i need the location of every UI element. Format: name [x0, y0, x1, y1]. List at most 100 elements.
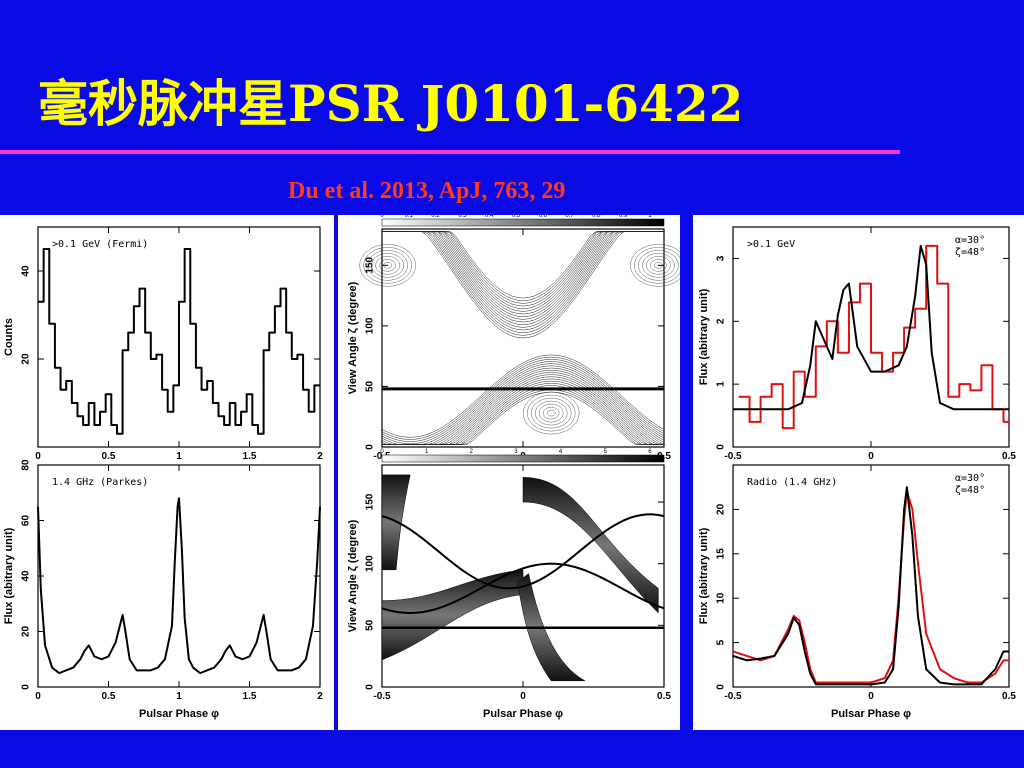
contour-core [538, 403, 564, 423]
contour-upper [382, 231, 664, 301]
contour-core [359, 244, 416, 287]
colorbar-tick: 0.3 [458, 215, 467, 219]
contour-upper [382, 231, 664, 331]
contour-core [383, 262, 392, 269]
left-figure-panel: 0 0.5 1 1.5 2 20 40 Counts >0.1 GeV (Fermi) 0 0.5… [0, 215, 334, 730]
colorbar-tick: 1 [648, 215, 652, 219]
y-tick-label: 40 [21, 570, 32, 582]
colorbar-tick: 4 [559, 449, 563, 455]
contour-lower [381, 365, 665, 445]
x-tick-label: -0.5 [373, 691, 391, 702]
x-tick-label: 0.5 [1002, 451, 1016, 462]
y-tick-label: 100 [365, 317, 376, 334]
colorbar [381, 454, 665, 463]
contour-core [379, 259, 396, 272]
contour-core [654, 262, 663, 269]
chart-left-top: 0 0.5 1 1.5 2 20 40 Counts >0.1 GeV (Fermi) [3, 226, 323, 462]
colorbar-tick: 0.9 [619, 215, 628, 219]
colorbar-tick: 0.2 [431, 215, 440, 219]
contour-upper [382, 231, 664, 304]
contour-core [367, 250, 408, 281]
band-upper-right [522, 477, 659, 614]
contour-core [642, 253, 675, 278]
plot-annotation: 1.4 GHz (Parkes) [52, 477, 148, 488]
y-axis-label: View Angle ζ (degree) [347, 281, 359, 394]
series-line-1 [733, 244, 1009, 411]
contour-upper [382, 231, 664, 325]
colorbar-tick: 0 [380, 449, 384, 455]
colorbar-tick: 1 [425, 449, 429, 455]
x-axis-label: Pulsar Phase φ [831, 708, 911, 720]
x-tick-label: 1.5 [243, 691, 257, 702]
contour-core [363, 247, 412, 284]
contour-upper [382, 231, 664, 307]
contour-upper [382, 231, 664, 328]
contour-lower [382, 372, 665, 445]
band-lower-left [381, 569, 524, 661]
contour-core [371, 253, 404, 278]
contour-lower [382, 385, 664, 445]
y-tick-label: 50 [365, 619, 376, 631]
x-tick-label: 2 [317, 451, 323, 462]
model-parameter: α=30° [955, 473, 985, 484]
x-tick-label: 1.5 [243, 451, 257, 462]
colorbar-tick: 0.7 [565, 215, 574, 219]
plot-annotation: >0.1 GeV (Fermi) [52, 239, 148, 250]
contour-upper [382, 231, 664, 317]
y-tick-label: 80 [21, 459, 32, 471]
model-parameter: ζ=48° [955, 485, 985, 496]
x-tick-label: 0 [868, 451, 874, 462]
y-tick-label: 40 [21, 265, 32, 277]
x-tick-label: 0.5 [657, 691, 671, 702]
contour-core [546, 409, 556, 417]
contour-upper [382, 231, 664, 339]
x-tick-label: 1 [176, 691, 182, 702]
contour-upper [382, 231, 664, 315]
contour-upper [382, 231, 664, 309]
x-tick-label: 0.5 [1002, 691, 1016, 702]
plot-frame [732, 464, 1010, 688]
contour-core [534, 400, 568, 426]
contour-core [542, 406, 560, 420]
outline-curve [381, 513, 665, 590]
x-tick-label: -0.5 [724, 451, 742, 462]
y-axis-label: View Angle ζ (degree) [347, 519, 359, 632]
series-line-0 [738, 244, 1009, 430]
series-line-0 [37, 497, 321, 675]
contour-core [650, 259, 667, 272]
y-tick-label: 0 [716, 684, 727, 690]
x-axis-label: Pulsar Phase φ [139, 708, 219, 720]
model-parameter: α=30° [955, 235, 985, 246]
x-tick-label: 0.5 [102, 691, 116, 702]
plot-annotation: Radio (1.4 GHz) [747, 477, 837, 488]
emission-contours [359, 231, 687, 445]
x-tick-label: 0 [520, 691, 526, 702]
axes-left-top: 0 0.5 1 1.5 2 20 40 Counts >0.1 GeV (Fermi) [3, 226, 323, 462]
y-tick-label: 20 [21, 353, 32, 365]
contour-upper [382, 231, 664, 336]
contour-core [375, 256, 400, 275]
contour-core [646, 256, 671, 275]
contour-core [634, 247, 683, 284]
contour-lower [382, 391, 664, 445]
colorbar-tick: 0 [380, 215, 384, 219]
title-underline [0, 150, 900, 154]
contour-upper [382, 231, 664, 333]
colorbar [381, 218, 665, 227]
x-axis-label: Pulsar Phase φ [483, 708, 563, 720]
colorbar-tick: 2 [470, 449, 474, 455]
contour-lower [382, 374, 664, 445]
contour-lower [381, 354, 665, 438]
contour-lower [381, 356, 665, 440]
contour-upper [382, 231, 664, 299]
x-tick-label: 0.5 [102, 451, 116, 462]
